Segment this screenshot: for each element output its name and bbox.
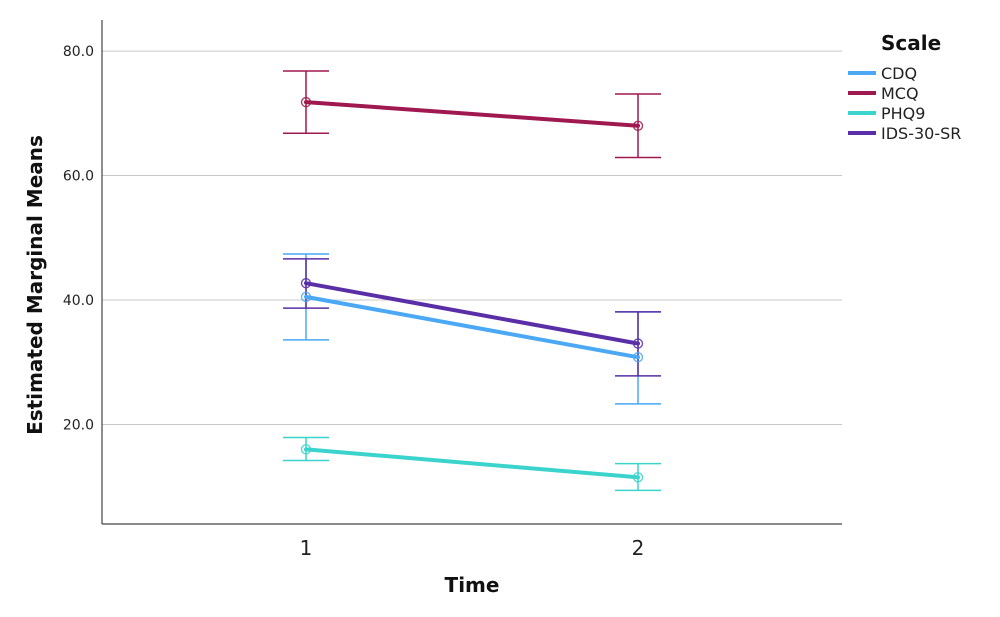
legend-label-phq9: PHQ9 (881, 104, 925, 123)
data-point-mcq (632, 120, 644, 131)
y-axis-title: Estimated Marginal Means (23, 135, 47, 435)
series-points (300, 96, 644, 483)
legend-label-cdq: CDQ (881, 64, 917, 83)
series-line-cdq (304, 294, 640, 360)
series-lines (304, 100, 640, 480)
y-tick-label: 60.0 (63, 169, 94, 185)
data-point-phq9 (300, 444, 312, 455)
legend-label-mcq: MCQ (881, 84, 919, 103)
y-tick-label: 40.0 (63, 293, 94, 309)
data-point-ids-30-sr (300, 278, 312, 289)
x-axis-title: Time (445, 573, 500, 597)
x-tick-label: 2 (632, 536, 645, 560)
x-tick-label: 1 (300, 536, 313, 560)
legend-label-ids-30-sr: IDS-30-SR (881, 124, 961, 143)
y-tick-label: 20.0 (63, 417, 94, 433)
data-point-cdq (632, 352, 644, 363)
data-point-mcq (300, 96, 312, 108)
error-bars (283, 70, 661, 492)
legend-title: Scale (881, 31, 941, 55)
grid-lines (102, 50, 842, 425)
series-line-mcq (304, 100, 640, 128)
y-tick-label: 80.0 (63, 44, 94, 60)
axes (101, 20, 842, 525)
y-axis-ticks: 20.0 40.0 60.0 80.0 (63, 44, 94, 433)
series-line-phq9 (304, 447, 640, 480)
data-point-phq9 (632, 472, 644, 483)
series-line-ids-30-sr (304, 281, 640, 346)
data-point-ids-30-sr (632, 338, 644, 349)
data-point-cdq (300, 291, 312, 303)
